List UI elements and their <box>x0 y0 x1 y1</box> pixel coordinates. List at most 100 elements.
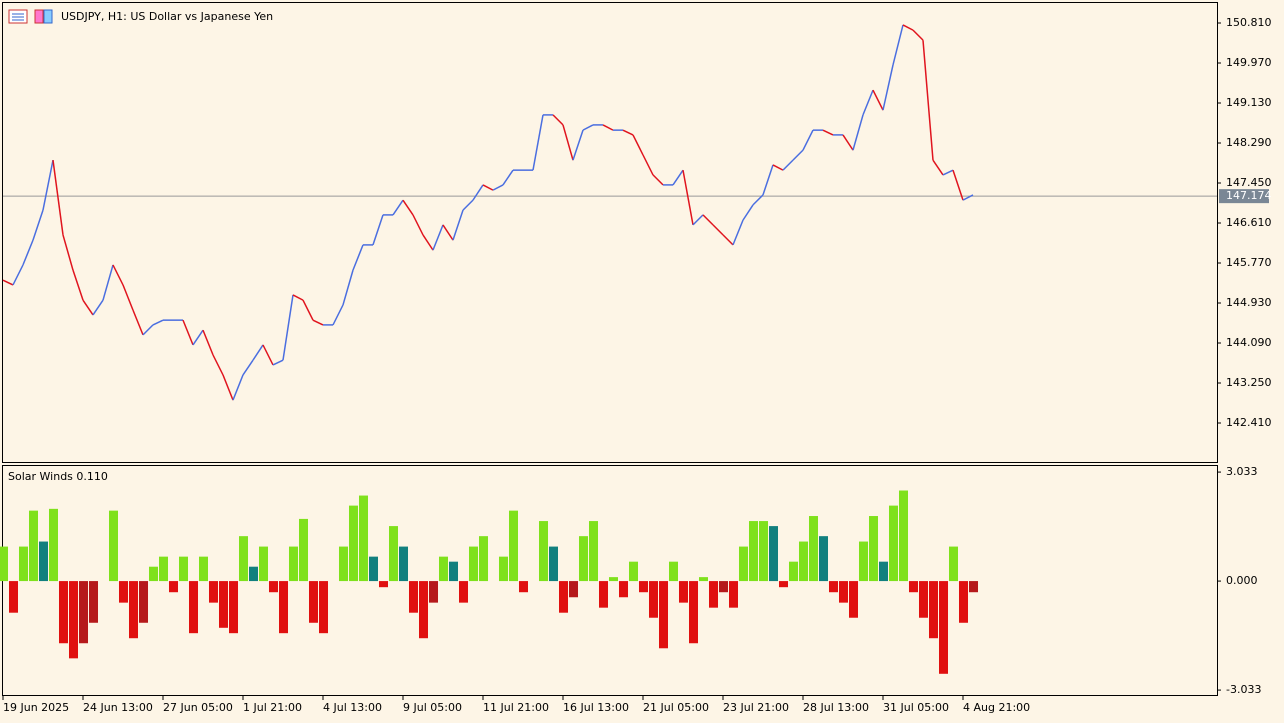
histogram-bar <box>539 521 548 582</box>
histogram-bar <box>149 566 158 582</box>
histogram-bar <box>179 556 188 582</box>
histogram-bar <box>709 581 718 608</box>
histogram-bar <box>649 581 658 618</box>
histogram-bar <box>559 581 568 613</box>
price-segment <box>572 129 584 161</box>
price-segment <box>602 124 614 131</box>
price-segment <box>802 129 814 151</box>
price-segment <box>882 64 894 111</box>
price-segment <box>842 134 854 151</box>
price-segment <box>212 354 224 376</box>
histogram-bar <box>389 526 398 582</box>
y-tick-label: 143.250 <box>1226 376 1272 389</box>
histogram-bar <box>289 546 298 582</box>
price-segment <box>2 279 14 286</box>
histogram-bar <box>119 581 128 603</box>
price-segment <box>12 264 24 286</box>
histogram-bar <box>959 581 968 623</box>
price-segment <box>762 164 774 196</box>
price-segment <box>962 194 974 201</box>
histogram-bar <box>589 521 598 582</box>
price-segment <box>862 89 874 116</box>
histogram-bar <box>879 561 888 582</box>
histogram-bar <box>299 518 308 582</box>
histogram-bar <box>229 581 238 634</box>
histogram-bar <box>309 581 318 623</box>
price-segment <box>502 169 514 186</box>
histogram-bar <box>59 581 68 644</box>
histogram-bar <box>719 581 728 593</box>
histogram-bar <box>219 581 228 628</box>
price-segment <box>222 374 234 401</box>
price-segment <box>822 129 834 136</box>
histogram-bar <box>109 510 118 582</box>
price-segment <box>292 294 304 301</box>
histogram-bar <box>619 581 628 598</box>
histogram-bar <box>409 581 418 613</box>
price-segment <box>122 284 134 311</box>
price-segment <box>462 199 474 211</box>
histogram-bar <box>729 581 738 608</box>
x-tick-label: 24 Jun 13:00 <box>83 701 153 714</box>
price-segment <box>732 219 744 246</box>
price-segment <box>232 374 244 401</box>
x-tick-label: 4 Jul 13:00 <box>323 701 382 714</box>
last-price-box <box>1219 189 1269 204</box>
histogram-bar <box>9 581 18 613</box>
x-tick-label: 19 Jun 2025 <box>3 701 69 714</box>
y-tick-label: 145.770 <box>1226 256 1272 269</box>
price-segment <box>672 169 684 186</box>
histogram-bar <box>669 561 678 582</box>
y-tick-label: 149.970 <box>1226 56 1272 69</box>
price-segment <box>652 174 664 186</box>
histogram-bar <box>469 546 478 582</box>
icon-symbol[interactable] <box>34 9 44 24</box>
histogram-bar <box>779 581 788 588</box>
y-tick-label: 142.410 <box>1226 416 1272 429</box>
price-segment <box>202 329 214 356</box>
x-tick-label: 11 Jul 21:00 <box>483 701 549 714</box>
price-segment <box>482 184 494 191</box>
price-segment <box>942 169 954 176</box>
y-tick-label: 144.930 <box>1226 296 1272 309</box>
price-segment <box>492 184 504 191</box>
histogram-bar <box>139 581 148 623</box>
icon-symbol[interactable] <box>43 9 53 24</box>
price-segment <box>432 224 444 251</box>
histogram-bar <box>29 510 38 582</box>
histogram-bar <box>209 581 218 603</box>
price-segment <box>242 359 254 376</box>
histogram-bar <box>399 546 408 582</box>
price-segment <box>62 234 74 271</box>
y-tick-label: 146.610 <box>1226 216 1272 229</box>
price-segment <box>772 164 784 171</box>
histogram-bar <box>909 581 918 593</box>
price-segment <box>262 344 274 366</box>
toolbar-icons[interactable] <box>8 9 53 24</box>
histogram-bar <box>889 505 898 582</box>
price-segment <box>742 204 754 221</box>
y-tick-label: 148.290 <box>1226 136 1272 149</box>
histogram-bar <box>829 581 838 593</box>
x-tick-label: 28 Jul 13:00 <box>803 701 869 714</box>
histogram-bar <box>339 546 348 582</box>
price-segment <box>952 169 964 201</box>
histogram-bar <box>129 581 138 639</box>
price-segment <box>852 114 864 151</box>
price-segment <box>102 264 114 301</box>
price-segment <box>922 40 934 161</box>
price-segment <box>312 319 324 326</box>
histogram-bar <box>199 556 208 582</box>
histogram-bar <box>349 505 358 582</box>
histogram-bar <box>189 581 198 634</box>
price-segment <box>272 359 284 366</box>
price-segment <box>252 344 264 361</box>
histogram-bar <box>39 541 48 582</box>
price-segment <box>872 89 884 111</box>
histogram-bar <box>919 581 928 618</box>
histogram-bar <box>789 561 798 582</box>
price-segment <box>642 154 654 176</box>
price-segment <box>702 214 714 226</box>
price-segment <box>892 24 904 66</box>
histogram-bar <box>929 581 938 639</box>
